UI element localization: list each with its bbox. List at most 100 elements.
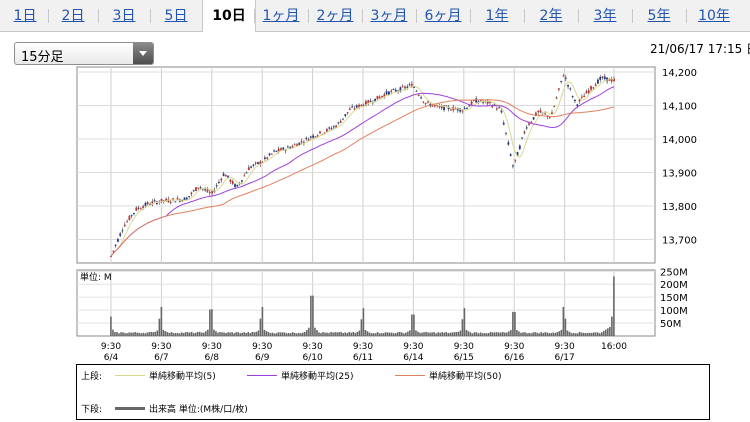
volume-bar (536, 332, 538, 336)
price-y-tick-label: 13,900 (662, 169, 697, 180)
volume-bar (144, 333, 147, 336)
volume-bar (283, 332, 286, 336)
legend-ma50-swatch (395, 375, 425, 377)
volume-bar (291, 332, 294, 336)
interval-select[interactable]: 15分足 (14, 42, 154, 65)
volume-bar (516, 330, 518, 336)
tab-separator (362, 9, 363, 23)
volume-bar (465, 329, 468, 336)
volume-bar (241, 332, 244, 336)
tab-2[interactable]: 3日 (112, 8, 136, 24)
volume-bar (178, 333, 181, 336)
volume-y-tick-label: 50M (660, 319, 681, 330)
candle-body (188, 196, 190, 198)
volume-bar (384, 332, 387, 336)
candle-body (305, 137, 308, 139)
tab-0[interactable]: 1日 (13, 8, 37, 24)
volume-bar (203, 332, 205, 336)
moving-average-25 (110, 86, 615, 257)
interval-select-value: 15分足 (21, 50, 64, 65)
tab-12[interactable]: 5年 (647, 8, 671, 24)
candle-body (146, 202, 149, 205)
x-tick-date: 6/9 (255, 353, 270, 363)
tab-13[interactable]: 10年 (698, 8, 730, 24)
volume-bar (215, 331, 217, 336)
candle-body (348, 108, 351, 110)
candle-body (142, 206, 145, 209)
x-tick-time: 9:30 (151, 342, 171, 352)
x-tick-time: 9:30 (454, 342, 474, 352)
volume-bar (249, 333, 252, 336)
volume-bar (554, 332, 557, 336)
volume-bar (528, 332, 530, 336)
candle-body (273, 150, 275, 152)
tab-1[interactable]: 2日 (61, 8, 85, 24)
volume-bar (514, 312, 516, 336)
candle-body (133, 212, 135, 214)
candle-body (512, 165, 514, 167)
volume-bar (140, 333, 143, 336)
volume-bar (366, 331, 369, 336)
volume-bar (409, 330, 411, 336)
candle-body (286, 146, 289, 148)
volume-bar (299, 333, 302, 336)
volume-bar (411, 314, 413, 336)
candle-body (245, 172, 248, 174)
tab-10[interactable]: 2年 (539, 8, 563, 24)
volume-bar (116, 331, 118, 336)
moving-average-5 (110, 78, 615, 257)
volume-bar (306, 330, 308, 336)
tab-6[interactable]: 2ヶ月 (316, 8, 354, 24)
volume-bar (449, 332, 452, 336)
volume-bar (146, 332, 149, 336)
volume-bar (524, 332, 526, 336)
volume-bar (497, 332, 500, 336)
candle-body (192, 190, 195, 192)
candle-body (231, 181, 234, 184)
candle-body (392, 89, 395, 91)
candle-body (576, 104, 579, 107)
volume-bar (152, 332, 155, 336)
volume-bar (275, 333, 278, 336)
volume-bar (186, 332, 189, 336)
volume-bar (277, 332, 280, 336)
legend-volume-swatch (115, 407, 145, 410)
volume-bar (574, 333, 577, 336)
volume-bar (518, 331, 520, 336)
volume-bar (271, 332, 274, 336)
candle-body (548, 117, 551, 119)
tab-3[interactable]: 5日 (164, 8, 188, 24)
volume-bar (378, 333, 381, 336)
chevron-down-icon[interactable] (133, 43, 153, 64)
legend-volume-label: 出来高 単位:(M株/口/枚) (149, 405, 248, 415)
volume-bar (598, 333, 601, 336)
volume-bar (467, 331, 470, 336)
tab-11[interactable]: 3年 (593, 8, 617, 24)
candle-body (270, 153, 273, 155)
tab-4[interactable]: 10日 (202, 0, 256, 32)
candle-body (507, 142, 510, 145)
candle-body (241, 180, 243, 182)
tab-5[interactable]: 1ヶ月 (262, 8, 300, 24)
volume-bar (423, 332, 425, 336)
volume-bar (235, 332, 237, 336)
candle-body (544, 113, 546, 115)
candle-body (486, 100, 489, 104)
volume-bar (273, 333, 276, 336)
candle-body (296, 144, 298, 147)
volume-bar (469, 332, 472, 336)
tab-7[interactable]: 3ヶ月 (370, 8, 408, 24)
candle-body (415, 90, 418, 92)
candle-body (413, 86, 416, 88)
moving-average-50 (110, 99, 615, 257)
volume-bar (425, 331, 427, 336)
volume-bar (427, 332, 429, 336)
x-tick-date: 6/4 (104, 353, 119, 363)
tab-9[interactable]: 1年 (485, 8, 509, 24)
x-tick-time: 9:30 (504, 342, 524, 352)
candle-body (502, 122, 505, 125)
tab-8[interactable]: 6ヶ月 (424, 8, 462, 24)
candle-body (590, 86, 592, 90)
candle-body (528, 123, 530, 125)
volume-bar (302, 332, 304, 336)
